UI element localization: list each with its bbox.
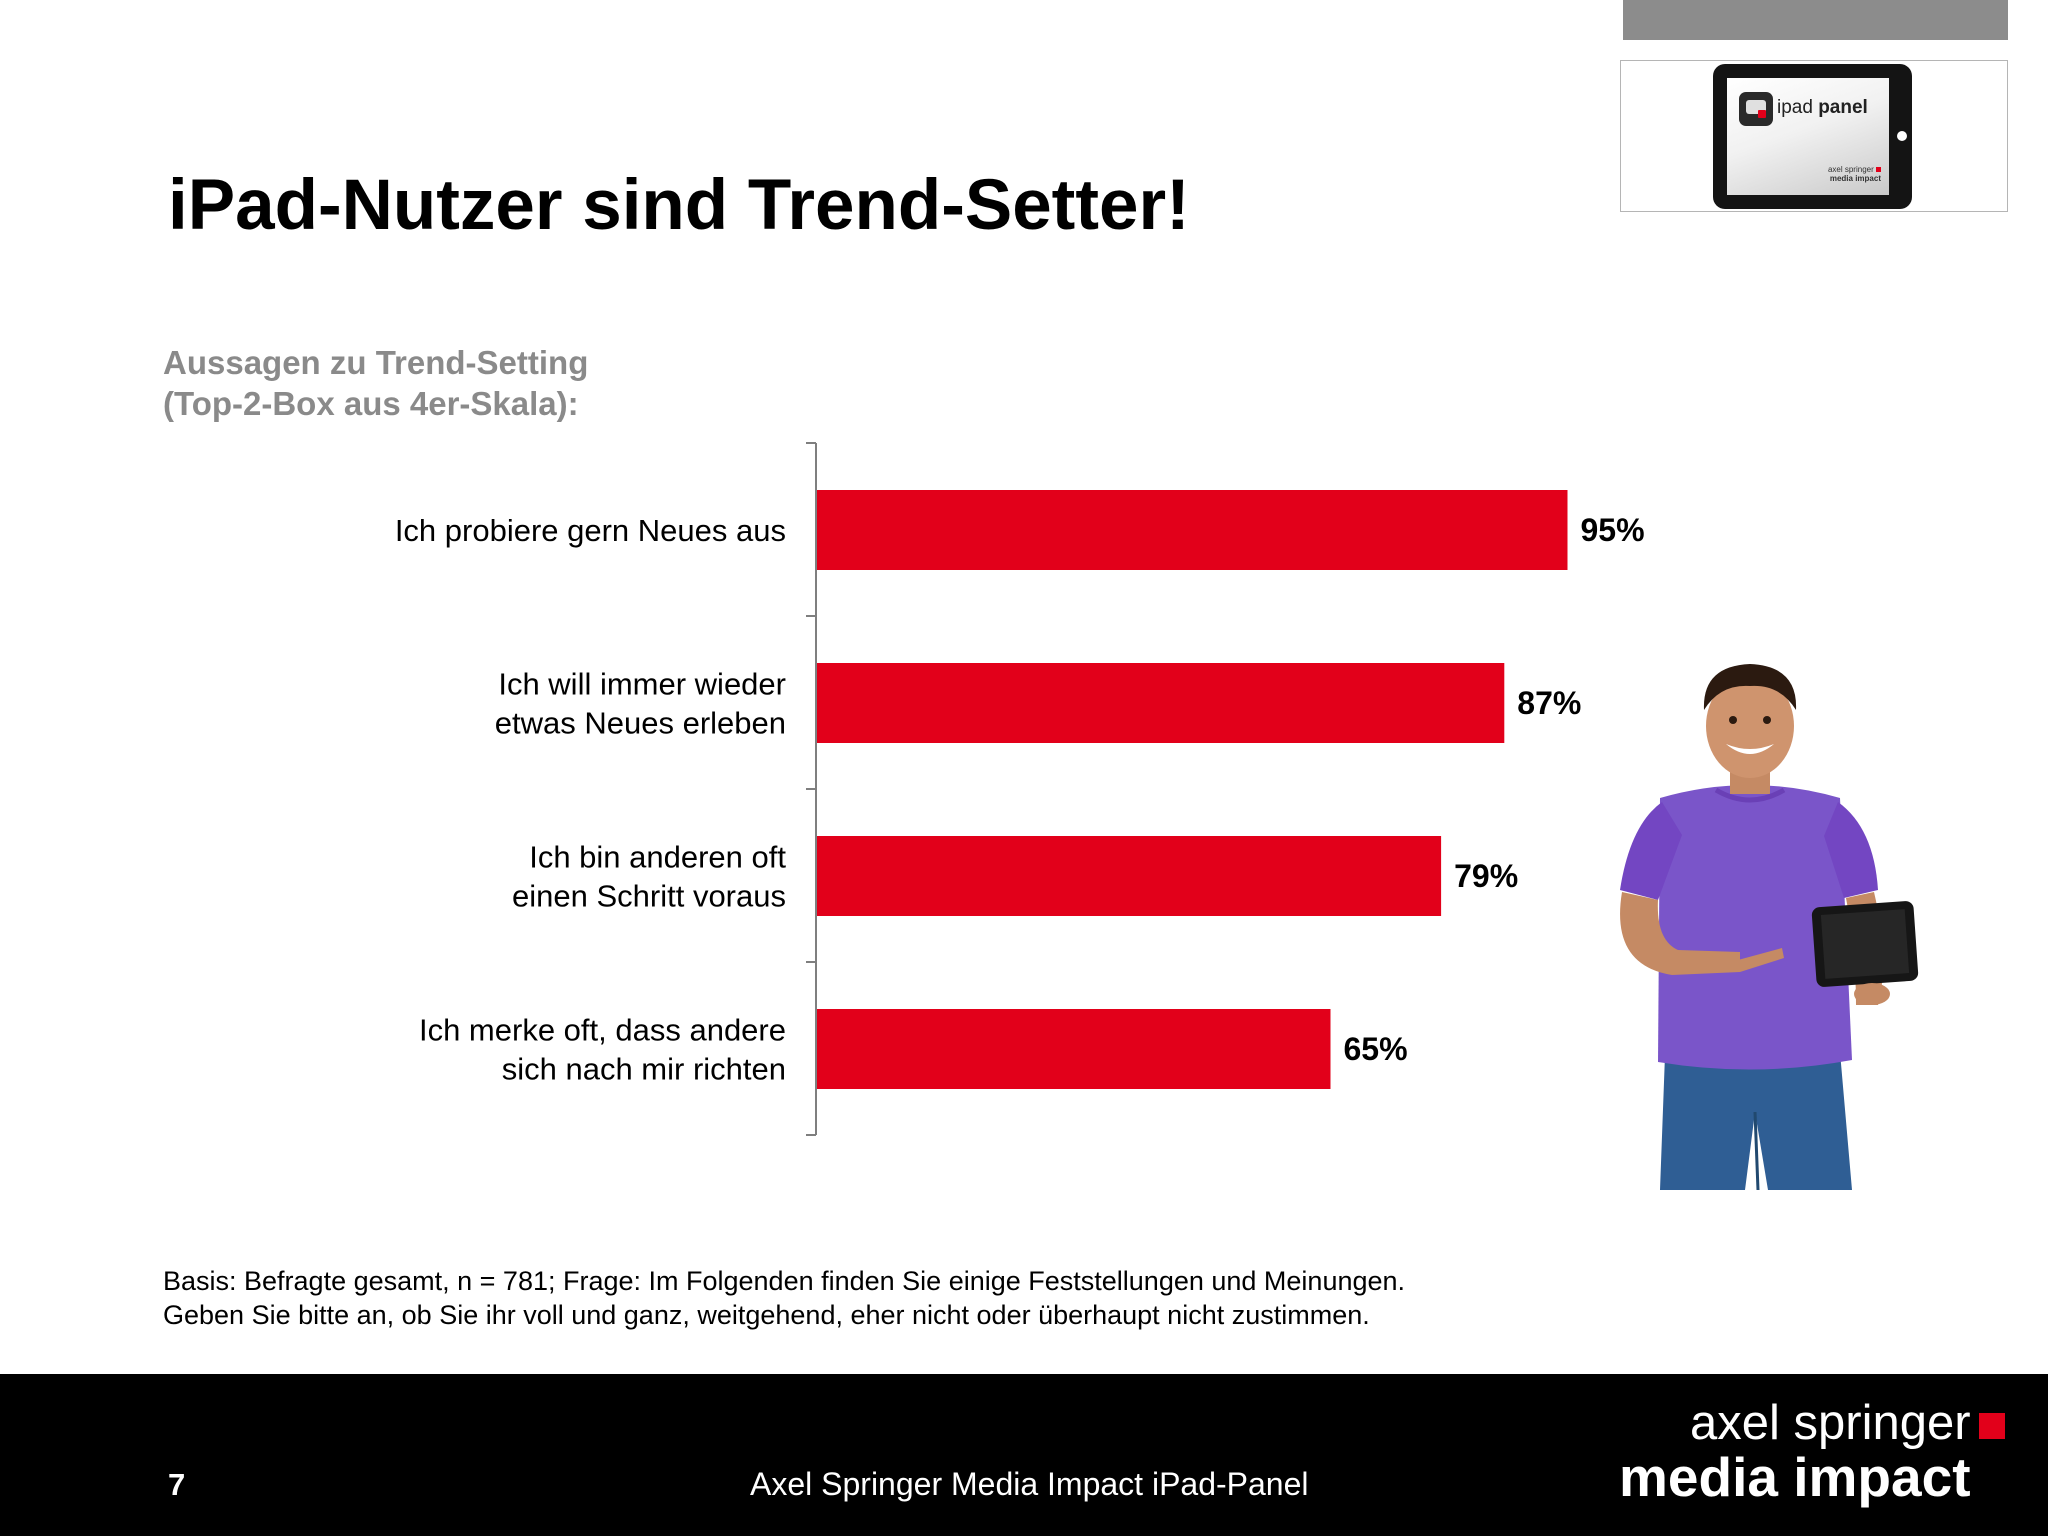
bar-value-label: 95% [1581,512,1645,548]
page-number: 7 [168,1467,186,1502]
slide-title: iPad-Nutzer sind Trend-Setter! [168,166,1190,245]
brand-line-1: axel springer [1690,1396,1971,1450]
category-label: Ich merke oft, dass andere [419,1013,786,1048]
chat-bubble-icon [1739,92,1773,126]
category-label: Ich bin anderen oft [529,840,786,875]
header-accent-bar [1623,0,2008,40]
footer-title: Axel Springer Media Impact iPad-Panel [750,1466,1309,1502]
mini-brand-mark: axel springer media impact [1827,165,1881,183]
tablet-icon: ipad panel axel springer media impact [1713,64,1912,209]
category-label: Ich probiere gern Neues aus [395,513,786,548]
bar [817,490,1568,570]
category-label: Ich will immer wieder [498,667,786,702]
footnote-line-1: Basis: Befragte gesamt, n = 781; Frage: … [163,1266,1406,1296]
category-label: etwas Neues erleben [495,706,786,741]
brand-square-icon [1979,1413,2005,1439]
chart-subtitle: Aussagen zu Trend-Setting (Top-2-Box aus… [163,342,588,424]
person-with-tablet-image [1620,664,1919,1190]
tablet-home-button [1897,131,1907,141]
ipad-panel-logo: ipad panel axel springer media impact [1620,60,2008,212]
bar-value-label: 87% [1517,685,1581,721]
subtitle-line-2: (Top-2-Box aus 4er-Skala): [163,385,579,422]
brand-line-2: media impact [1619,1446,1971,1508]
category-label: einen Schritt voraus [512,879,786,914]
footnote-line-2: Geben Sie bitte an, ob Sie ihr voll und … [163,1300,1370,1330]
footer-bar [0,1374,2048,1536]
footnote: Basis: Befragte gesamt, n = 781; Frage: … [163,1264,1405,1332]
ipad-panel-wordmark: ipad panel [1777,97,1868,118]
bar-value-label: 65% [1344,1031,1408,1067]
category-label: sich nach mir richten [502,1052,786,1087]
bar [817,1009,1331,1089]
bar [817,663,1505,743]
subtitle-line-1: Aussagen zu Trend-Setting [163,344,589,381]
bar-value-label: 79% [1454,858,1518,894]
bar [817,836,1442,916]
tablet-screen: ipad panel axel springer media impact [1727,78,1889,195]
